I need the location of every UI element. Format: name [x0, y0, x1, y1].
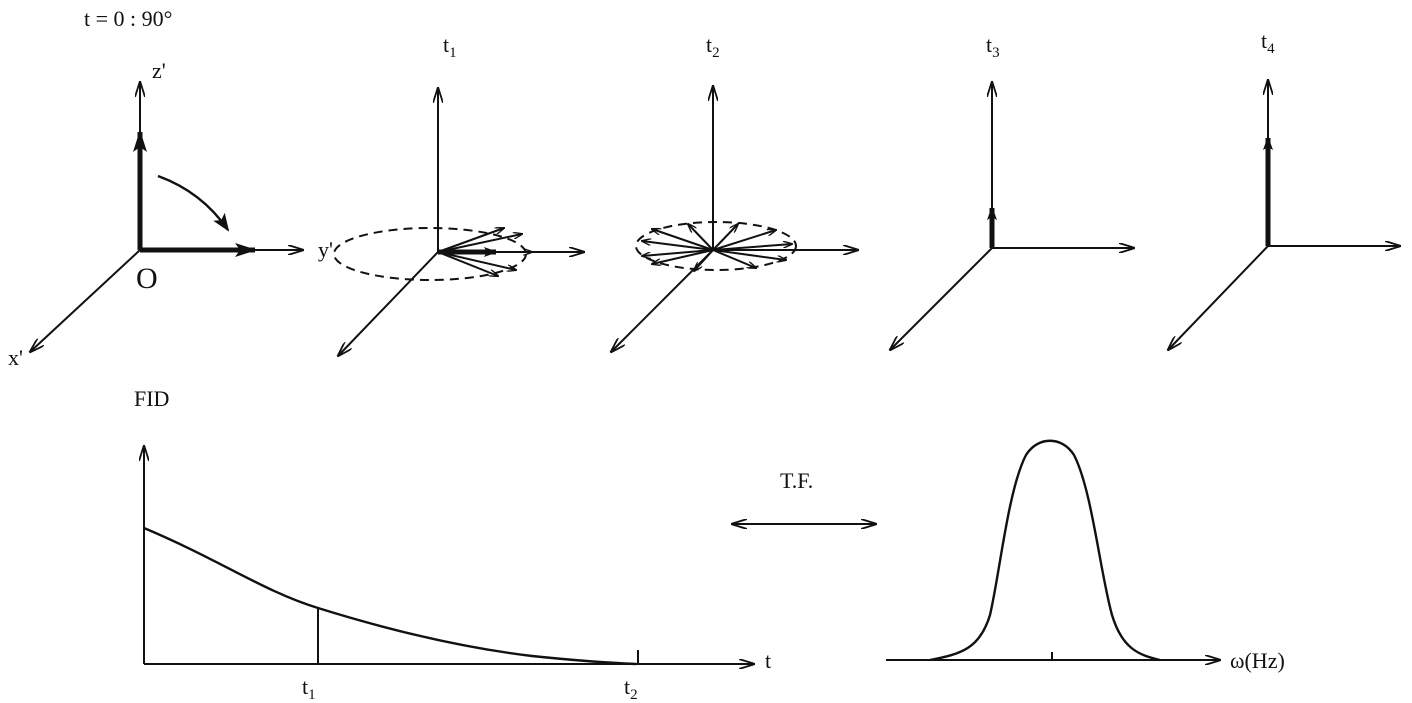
x-axis: [30, 249, 141, 352]
fid-decay-curve: [143, 526, 637, 666]
spin-vector: [437, 234, 522, 253]
spin-vector: [642, 241, 714, 251]
spin-vector: [712, 244, 792, 251]
fourier-transform: T.F.: [732, 468, 876, 524]
spin-vector: [652, 249, 714, 264]
spin-vector: [437, 251, 516, 270]
spin-vector: [437, 251, 498, 276]
spin-vector: [688, 224, 714, 251]
frame-t2: t2: [611, 32, 858, 352]
spin-vector: [437, 228, 504, 253]
frame-t3: t3: [890, 32, 1134, 350]
x-axis: [1168, 245, 1269, 350]
x-axis-label: x': [8, 345, 23, 370]
frame-t4: t4: [1168, 28, 1400, 350]
frame-t0: z' y' x' O: [8, 58, 333, 370]
frame-t1-label: t1: [443, 32, 457, 61]
spin-vectors: [642, 224, 792, 271]
spin-vector: [712, 249, 756, 268]
dephasing-ellipse: [333, 227, 527, 281]
fid-plot: FID t t1 t2: [134, 386, 771, 703]
y-axis-label: y': [318, 237, 333, 262]
rotation-arrow: [157, 174, 230, 232]
frame-t3-label: t3: [986, 32, 1000, 61]
spectrum-xlabel: ω(Hz): [1230, 648, 1285, 673]
spectrum-plot: ω(Hz): [886, 439, 1285, 673]
x-axis: [338, 251, 439, 356]
spin-vector: [712, 230, 776, 251]
fid-ylabel: FID: [134, 386, 169, 411]
dephasing-ellipse: [635, 221, 797, 271]
fid-xlabel: t: [765, 648, 771, 673]
z-axis-label: z': [152, 58, 166, 83]
transform-label: T.F.: [780, 468, 813, 493]
frame-t1: t1: [333, 32, 584, 356]
x-axis: [890, 247, 993, 350]
fid-tick-label-t1: t1: [302, 674, 316, 703]
fid-tick-label-t2: t2: [624, 674, 638, 703]
origin-label: O: [136, 262, 158, 295]
spectrum-peak: [929, 439, 1161, 662]
spin-vector: [712, 224, 738, 251]
pulse-label: t = 0 : 90°: [84, 6, 172, 31]
spin-vector: [712, 249, 786, 260]
spin-vector: [642, 249, 714, 256]
frame-t2-label: t2: [706, 32, 720, 61]
spin-vector: [652, 229, 714, 251]
x-axis: [611, 249, 714, 352]
spin-vector: [694, 249, 714, 271]
frame-t4-label: t4: [1261, 28, 1275, 57]
